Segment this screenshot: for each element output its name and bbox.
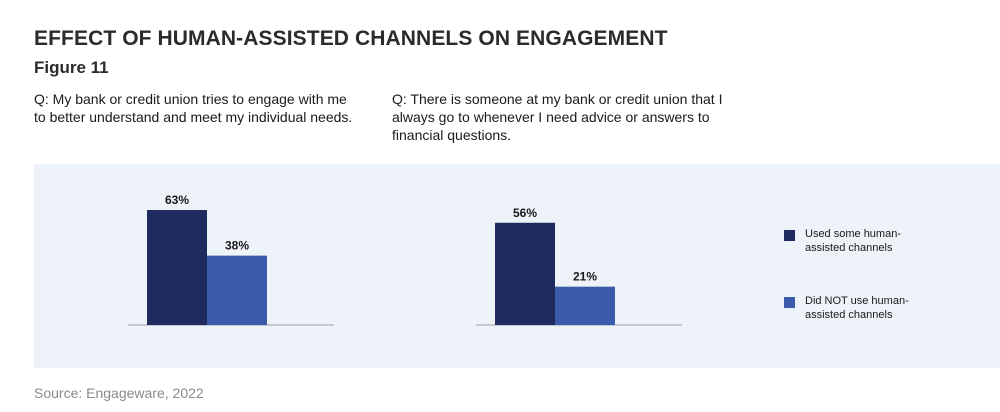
data-label-series-2-group-2: 21%	[573, 270, 597, 284]
legend-item-used: Used some human-assisted channels	[784, 227, 935, 255]
legend-label-used: Used some human-assisted channels	[805, 228, 901, 254]
legend-swatch-not-used	[784, 297, 795, 308]
bar-series-1-group-1	[147, 210, 207, 325]
data-label-series-2-group-1: 38%	[225, 239, 249, 253]
legend-item-not-used: Did NOT use human-assisted channels	[784, 294, 935, 322]
data-label-series-1-group-1: 63%	[165, 193, 189, 207]
chart-panel: 63% 56% 38% 21% Used some human-assisted ch…	[34, 164, 1000, 368]
question-1: Q: My bank or credit union tries to enga…	[34, 91, 353, 125]
figure-label: Figure 11	[34, 58, 109, 77]
bar-series-2-group-2	[555, 286, 615, 325]
bar-chart: 63% 56% 38% 21%	[128, 193, 682, 326]
chart-title: EFFECT OF HUMAN-ASSISTED CHANNELS ON ENG…	[34, 27, 668, 50]
question-2: Q: There is someone at my bank or credit…	[392, 91, 723, 143]
source-note: Source: Engageware, 2022	[34, 385, 204, 401]
data-label-series-1-group-2: 56%	[513, 206, 537, 220]
legend-swatch-used	[784, 230, 795, 241]
bar-series-2-group-1	[207, 255, 267, 325]
bar-series-1-group-2	[495, 222, 555, 325]
legend-label-not-used: Did NOT use human-assisted channels	[805, 295, 909, 321]
